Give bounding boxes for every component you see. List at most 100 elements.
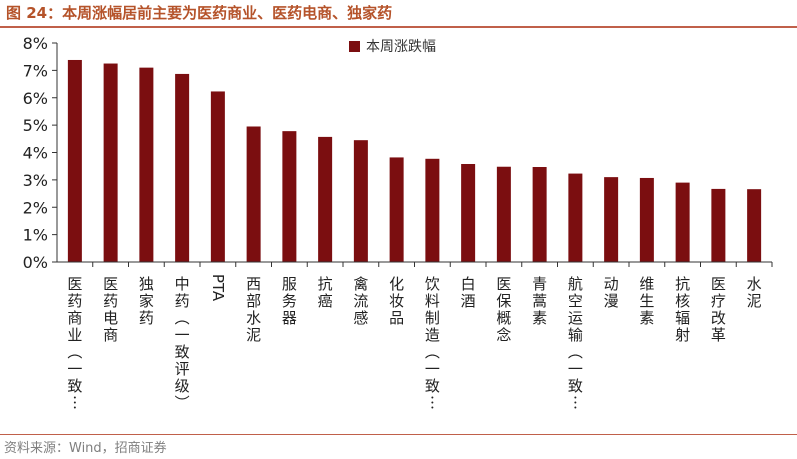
bar	[639, 177, 654, 262]
svg-text:漫: 漫	[604, 292, 619, 310]
svg-text:妆: 妆	[389, 292, 404, 310]
legend-swatch	[349, 41, 360, 52]
x-tick-label: 化妆品	[389, 275, 404, 327]
svg-text:流: 流	[353, 292, 368, 310]
bar	[711, 188, 726, 262]
svg-text:水: 水	[747, 275, 762, 293]
svg-text:品: 品	[389, 309, 404, 327]
bar	[389, 157, 404, 262]
svg-text:料: 料	[425, 292, 440, 310]
svg-text:概: 概	[496, 309, 511, 327]
svg-text:泥: 泥	[246, 326, 261, 344]
svg-text:素: 素	[639, 309, 654, 327]
svg-text:运: 运	[568, 309, 583, 327]
svg-text:禽: 禽	[353, 275, 368, 293]
x-tick-label: PTA	[209, 274, 227, 302]
bar-chart: 本周涨跌幅 0%1%2%3%4%5%6%7%8% 医药商业︵一致︙医药电商独家药…	[23, 34, 773, 412]
bar	[210, 91, 225, 262]
x-tick-label: 医药商业︵一致︙	[67, 275, 82, 412]
svg-text:水: 水	[246, 309, 261, 327]
svg-text:医: 医	[496, 275, 511, 293]
svg-text:辐: 辐	[675, 309, 690, 327]
svg-text:器: 器	[282, 309, 297, 327]
bar	[353, 140, 368, 262]
svg-text:︵: ︵	[175, 309, 190, 327]
svg-text:致: 致	[425, 377, 440, 395]
svg-text:中: 中	[175, 275, 190, 293]
bar	[461, 163, 476, 262]
y-tick-label: 1%	[23, 226, 48, 245]
svg-text:青: 青	[532, 275, 547, 293]
bar	[67, 59, 82, 262]
svg-text:药: 药	[67, 292, 82, 310]
svg-text:药: 药	[175, 292, 190, 310]
bar	[425, 158, 440, 262]
svg-text:念: 念	[496, 326, 511, 344]
bar	[282, 131, 297, 262]
svg-text:︵: ︵	[67, 343, 82, 361]
x-tick-label: 青蒿素	[532, 275, 547, 327]
y-tick-label: 8%	[23, 34, 48, 53]
svg-text:家: 家	[139, 292, 154, 310]
x-tick-label: 禽流感	[353, 275, 368, 327]
bar	[675, 182, 690, 262]
x-tick-label: 水泥	[747, 275, 762, 310]
svg-text:动: 动	[604, 275, 619, 293]
svg-text:抗: 抗	[318, 275, 333, 293]
svg-text:蒿: 蒿	[532, 292, 547, 310]
svg-text:独: 独	[139, 275, 154, 293]
svg-text:医: 医	[103, 275, 118, 293]
svg-text:级: 级	[175, 377, 190, 395]
svg-text:︵: ︵	[425, 343, 440, 361]
bar	[604, 177, 619, 262]
y-tick-label: 5%	[23, 116, 48, 135]
svg-text:素: 素	[532, 309, 547, 327]
bar	[568, 173, 583, 262]
svg-text:电: 电	[103, 309, 118, 327]
svg-text:输: 输	[568, 326, 583, 344]
svg-text:致: 致	[568, 377, 583, 395]
svg-text:航: 航	[568, 275, 583, 293]
svg-text:致: 致	[67, 377, 82, 395]
svg-text:维: 维	[639, 275, 654, 293]
x-tick-label: 动漫	[604, 275, 619, 310]
y-tick-label: 7%	[23, 61, 48, 80]
svg-text:服: 服	[282, 275, 297, 293]
svg-text:致: 致	[175, 343, 190, 361]
svg-text:︙: ︙	[425, 394, 440, 412]
source-note: 资料来源：Wind，招商证券	[4, 441, 167, 456]
svg-text:射: 射	[675, 326, 690, 344]
svg-text:生: 生	[639, 292, 654, 310]
y-axis: 0% 1% 2% 3% 4% 5% 6% 7% 8%	[23, 34, 58, 272]
svg-text:疗: 疗	[711, 292, 726, 310]
svg-text:癌: 癌	[318, 292, 333, 310]
bottom-rule	[0, 434, 797, 435]
svg-text:一: 一	[67, 360, 82, 378]
bar	[747, 189, 762, 262]
svg-text:酒: 酒	[461, 292, 476, 310]
x-tick-label: 服务器	[282, 275, 297, 327]
svg-text:抗: 抗	[675, 275, 690, 293]
x-tick-label: 白酒	[461, 275, 476, 310]
x-tick-label: 维生素	[639, 275, 654, 327]
bar	[318, 136, 333, 262]
svg-text:一: 一	[568, 360, 583, 378]
svg-text:药: 药	[103, 292, 118, 310]
x-tick-label: 独家药	[139, 275, 154, 327]
svg-text:︙: ︙	[568, 394, 583, 412]
svg-text:︵: ︵	[568, 343, 583, 361]
figure-title: 图 24：本周涨幅居前主要为医药商业、医药电商、独家药	[6, 4, 393, 22]
svg-text:医: 医	[711, 275, 726, 293]
svg-text:部: 部	[246, 292, 261, 310]
bar	[175, 73, 190, 262]
svg-text:一: 一	[425, 360, 440, 378]
bar	[139, 67, 154, 262]
